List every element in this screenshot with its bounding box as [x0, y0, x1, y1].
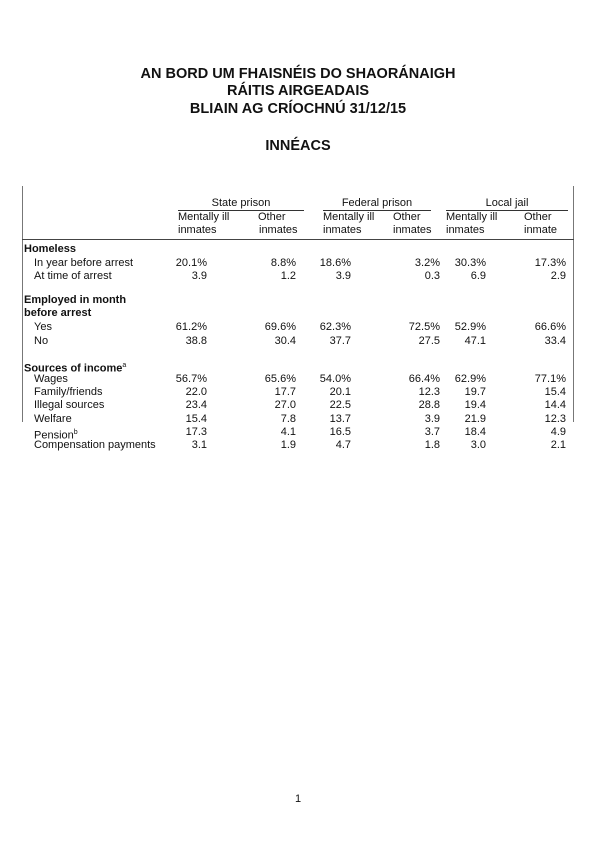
row-label: Pensionb	[34, 429, 78, 442]
table-cell: 3.9	[424, 413, 440, 425]
report-title-line-2: RÁITIS AIRGEADAIS	[226, 83, 370, 99]
table-cell: 4.9	[550, 426, 566, 438]
table-cell: 18.6%	[319, 257, 351, 269]
row-label: Compensation payments	[34, 439, 156, 451]
row-label: Family/friends	[34, 386, 103, 398]
section-title: Homeless	[24, 243, 76, 255]
table-cell: 27.0	[274, 399, 296, 411]
table-cell: 17.3%	[534, 257, 566, 269]
table-cell: 4.1	[280, 426, 296, 438]
table-cell: 61.2%	[175, 321, 207, 333]
section-heading: INNÉACS	[265, 138, 331, 154]
table-cell: 15.4	[185, 413, 207, 425]
table-cell: 62.9%	[454, 373, 486, 385]
sub-header-federal-mentally-ill: Mentally ill inmates	[323, 211, 375, 236]
table-cell: 7.8	[280, 413, 296, 425]
group-header-local-jail: Local jail	[446, 197, 568, 211]
table-cell: 17.3	[185, 426, 207, 438]
table-cell: 16.5	[329, 426, 351, 438]
report-title-line-1: AN BORD UM FHAISNÉIS DO SHAORÁNAIGH	[140, 66, 456, 82]
table-cell: 12.3	[544, 413, 566, 425]
table-cell: 20.1%	[175, 257, 207, 269]
table-cell: 2.9	[550, 270, 566, 282]
table-cell: 1.8	[424, 439, 440, 451]
group-header-state-prison: State prison	[178, 197, 304, 211]
table-cell: 38.8	[185, 335, 207, 347]
table-cell: 15.4	[544, 386, 566, 398]
table-cell: 8.8%	[270, 257, 296, 269]
sub-header-federal-other: Other inmates	[393, 211, 432, 236]
table-cell: 3.7	[424, 426, 440, 438]
table-cell: 4.7	[335, 439, 351, 451]
row-label: Welfare	[34, 413, 72, 425]
table-cell: 1.9	[280, 439, 296, 451]
table-cell: 3.9	[191, 270, 207, 282]
group-header-federal-prison: Federal prison	[323, 197, 431, 211]
table-left-border	[22, 186, 23, 422]
table-right-border	[573, 186, 574, 422]
table-cell: 14.4	[544, 399, 566, 411]
section-title: before arrest	[24, 307, 92, 319]
sub-header-state-mentally-ill: Mentally ill inmates	[178, 211, 230, 236]
row-label: Wages	[34, 373, 68, 385]
table-cell: 30.4	[274, 335, 296, 347]
header-divider	[22, 239, 574, 240]
table-cell: 69.6%	[264, 321, 296, 333]
row-label: Illegal sources	[34, 399, 105, 411]
table-cell: 17.7	[274, 386, 296, 398]
table-cell: 54.0%	[319, 373, 351, 385]
table-cell: 28.8	[418, 399, 440, 411]
row-label: No	[34, 335, 49, 347]
table-cell: 33.4	[544, 335, 566, 347]
table-cell: 1.2	[280, 270, 296, 282]
table-cell: 37.7	[329, 335, 351, 347]
table-cell: 3.9	[335, 270, 351, 282]
sub-header-local-other: Other inmate	[524, 211, 558, 236]
table-cell: 22.5	[329, 399, 351, 411]
sub-header-state-other: Other inmates	[258, 211, 298, 236]
table-cell: 72.5%	[408, 321, 440, 333]
table-cell: 19.4	[464, 399, 486, 411]
section-title: Sources of incomea	[24, 362, 127, 375]
row-label: In year before arrest	[34, 257, 134, 269]
table-cell: 52.9%	[454, 321, 486, 333]
table-cell: 12.3	[418, 386, 440, 398]
table-cell: 6.9	[470, 270, 486, 282]
table-cell: 66.4%	[408, 373, 440, 385]
table-cell: 21.9	[464, 413, 486, 425]
sub-header-local-mentally-ill: Mentally ill inmates	[446, 211, 498, 236]
table-cell: 62.3%	[319, 321, 351, 333]
table-cell: 3.0	[470, 439, 486, 451]
table-cell: 56.7%	[175, 373, 207, 385]
table-cell: 20.1	[329, 386, 351, 398]
table-cell: 3.1	[191, 439, 207, 451]
row-label: At time of arrest	[34, 270, 112, 282]
table-cell: 2.1	[550, 439, 566, 451]
table-cell: 23.4	[185, 399, 207, 411]
row-label: Yes	[34, 321, 52, 333]
table-cell: 13.7	[329, 413, 351, 425]
page-number: 1	[294, 793, 302, 805]
table-cell: 66.6%	[534, 321, 566, 333]
table-cell: 19.7	[464, 386, 486, 398]
table-cell: 65.6%	[264, 373, 296, 385]
footnote-marker: b	[73, 429, 78, 436]
table-cell: 22.0	[185, 386, 207, 398]
section-title: Employed in month	[24, 294, 127, 306]
table-cell: 77.1%	[534, 373, 566, 385]
footnote-marker: a	[122, 362, 127, 369]
table-cell: 30.3%	[454, 257, 486, 269]
table-cell: 18.4	[464, 426, 486, 438]
table-cell: 3.2%	[414, 257, 440, 269]
table-cell: 0.3	[424, 270, 440, 282]
report-title-line-3: BLIAIN AG CRÍOCHNÚ 31/12/15	[189, 101, 407, 117]
table-cell: 47.1	[464, 335, 486, 347]
table-cell: 27.5	[418, 335, 440, 347]
